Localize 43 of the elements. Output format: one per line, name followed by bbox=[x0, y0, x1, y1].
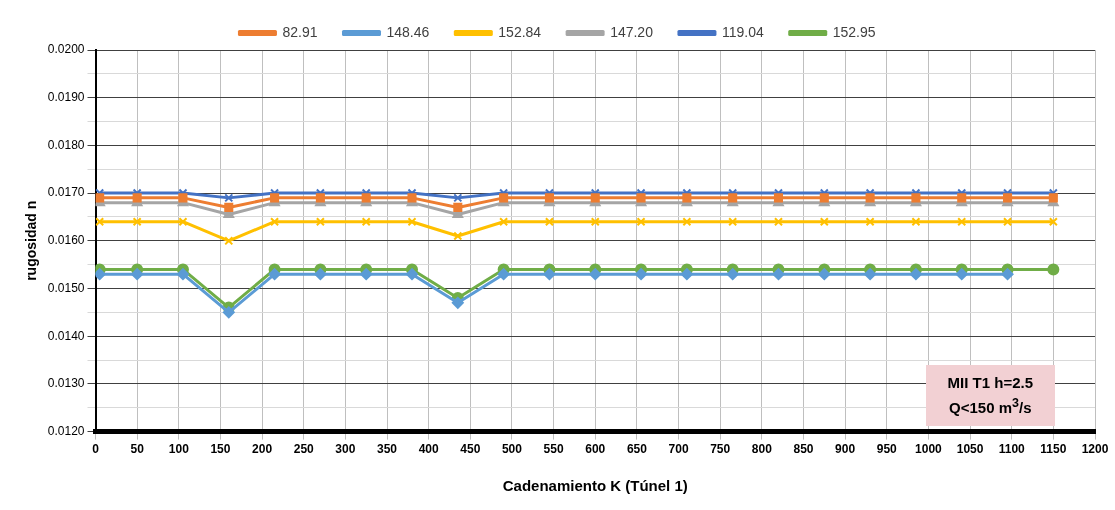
x-tick-label: 300 bbox=[335, 442, 356, 457]
legend-label: 147.20 bbox=[610, 23, 654, 40]
x-tick-label: 400 bbox=[418, 442, 439, 457]
x-tick-label: 100 bbox=[168, 442, 190, 457]
x-tick-label: 50 bbox=[130, 442, 145, 457]
x-tick-label: 1100 bbox=[998, 442, 1026, 457]
y-tick-label: 0.0150 bbox=[47, 280, 85, 295]
x-tick-label: 1200 bbox=[1081, 442, 1109, 457]
x-tick-label: 650 bbox=[626, 442, 648, 457]
x-tick-label: 150 bbox=[210, 442, 231, 457]
x-tick-label: 350 bbox=[377, 442, 398, 457]
x-tick-label: 1000 bbox=[915, 442, 943, 457]
y-tick-label: 0.0200 bbox=[47, 42, 85, 57]
x-tick-label: 250 bbox=[293, 442, 315, 457]
x-tick-label: 750 bbox=[710, 442, 731, 457]
x-tick-label: 450 bbox=[460, 442, 481, 457]
x-tick-label: 800 bbox=[751, 442, 773, 457]
x-tick-label: 0 bbox=[92, 442, 100, 457]
y-tick-label: 0.0190 bbox=[47, 90, 85, 105]
legend-label: 152.95 bbox=[832, 23, 876, 40]
legend-label: 119.04 bbox=[721, 23, 764, 40]
y-tick-label: 0.0130 bbox=[47, 376, 85, 391]
y-tick-label: 0.0160 bbox=[47, 233, 85, 248]
x-axis-title: Cadenamiento K (Túnel 1) bbox=[502, 477, 688, 495]
x-tick-label: 700 bbox=[668, 442, 689, 457]
y-tick-label: 0.0170 bbox=[47, 185, 85, 200]
legend-label: 148.46 bbox=[386, 23, 430, 40]
x-tick-label: 200 bbox=[252, 442, 273, 457]
annotation: MII T1 h=2.5 Q<150 m$^{3}$/s bbox=[925, 365, 1055, 426]
x-tick-label: 900 bbox=[835, 442, 856, 457]
x-tick-label: 550 bbox=[543, 442, 564, 457]
x-tick-label: 950 bbox=[876, 442, 898, 457]
x-tick-label: 1150 bbox=[1040, 442, 1067, 457]
y-axis-title: rugosidad n bbox=[23, 200, 40, 281]
y-tick-label: 0.0120 bbox=[47, 423, 85, 438]
x-tick-label: 600 bbox=[585, 442, 606, 457]
legend-label: 152.84 bbox=[498, 23, 542, 40]
y-tick-label: 0.0140 bbox=[47, 328, 85, 343]
x-tick-label: 1050 bbox=[956, 442, 984, 457]
x-tick-label: 850 bbox=[793, 442, 814, 457]
x-tick-label: 500 bbox=[501, 442, 523, 457]
y-tick-label: 0.0180 bbox=[47, 137, 85, 152]
legend-label: 82.91 bbox=[282, 23, 318, 40]
